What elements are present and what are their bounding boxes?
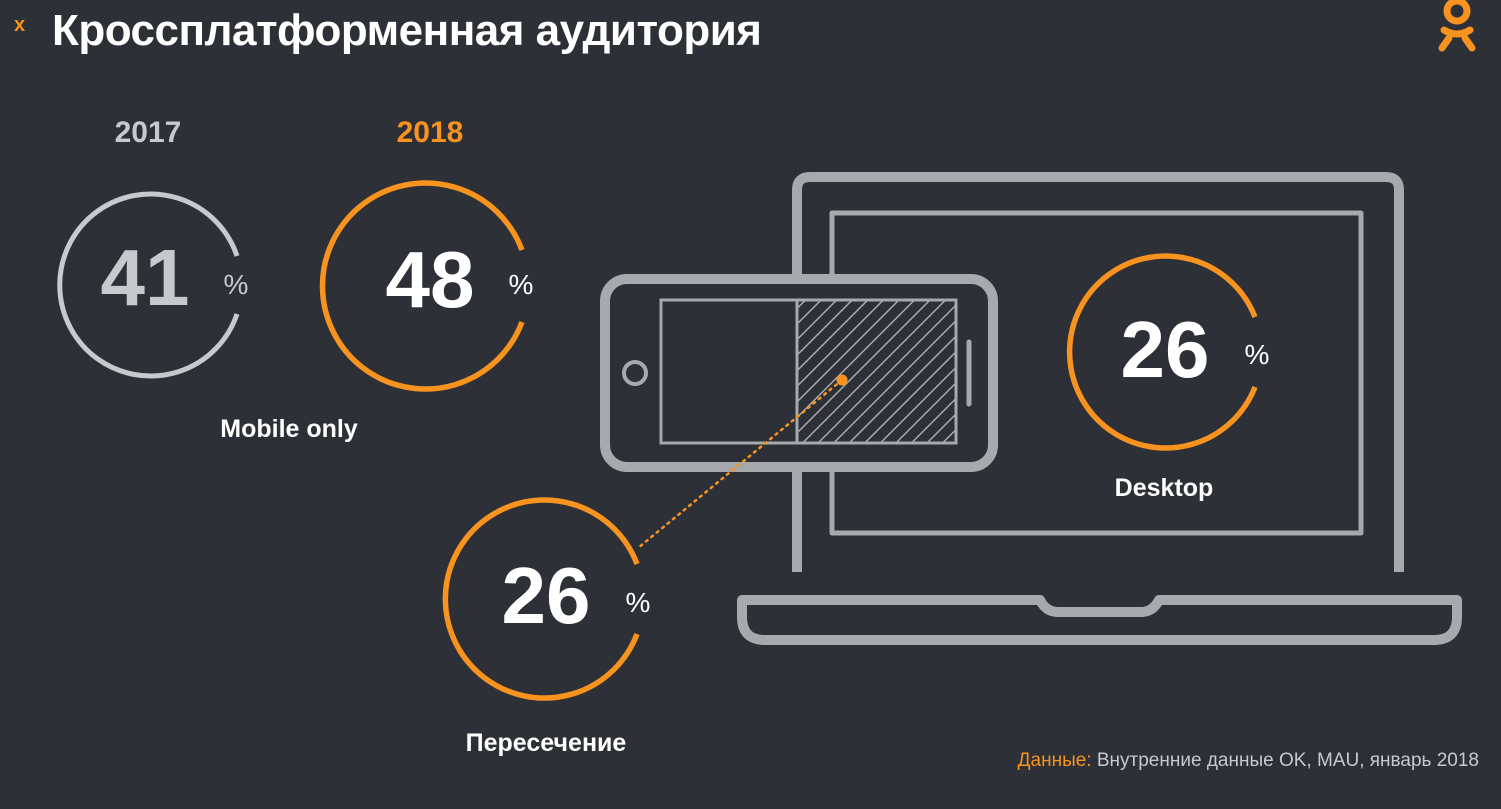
unit-2018: %: [509, 269, 534, 300]
overlap-label: Пересечение: [466, 729, 627, 757]
desktop-label: Desktop: [1115, 474, 1214, 502]
ring-desktop: 26 % Desktop: [1066, 253, 1270, 502]
x-mark: x: [14, 14, 26, 36]
year-2017-label: 2017: [115, 116, 182, 149]
overlap-connector: [636, 374, 848, 550]
source-label: Данные:: [1017, 750, 1092, 771]
source-text: Внутренние данные OK, MAU, январь 2018: [1091, 750, 1479, 771]
unit-overlap: %: [626, 587, 651, 618]
value-2017: 41: [101, 233, 190, 322]
value-2018: 48: [386, 235, 475, 324]
unit-desktop: %: [1245, 339, 1270, 370]
ring-2017: 2017 41 %: [57, 116, 249, 379]
page-title: Кроссплатформенная аудитория: [52, 6, 762, 55]
year-2018-label: 2018: [397, 116, 464, 149]
phone-icon: [600, 274, 998, 472]
source-note: Данные: Внутренние данные OK, MAU, январ…: [1018, 750, 1479, 772]
value-desktop: 26: [1121, 305, 1210, 394]
unit-2017: %: [224, 269, 249, 300]
value-overlap: 26: [502, 551, 591, 640]
ring-overlap: 26 % Пересечение: [442, 497, 651, 757]
mobile-only-label: Mobile only: [220, 415, 358, 443]
ring-2018: 2018 48 %: [319, 116, 534, 392]
ok-logo-icon: [1438, 0, 1476, 52]
